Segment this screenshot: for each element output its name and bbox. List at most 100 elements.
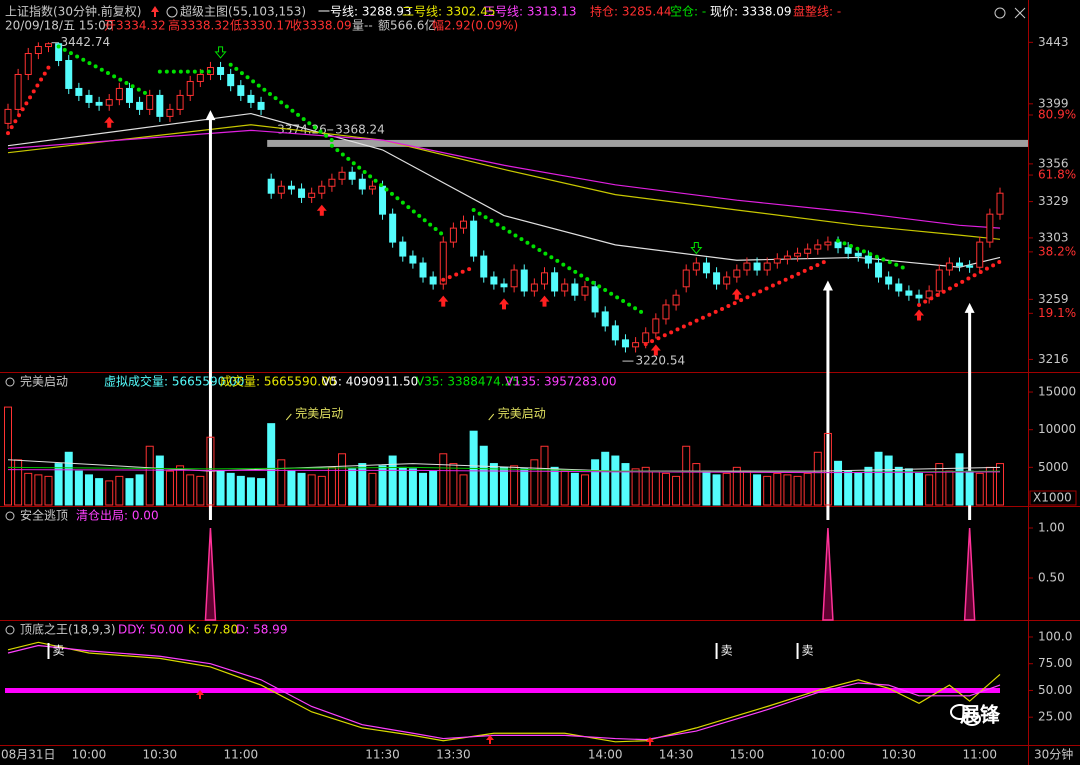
candle-body bbox=[419, 262, 427, 278]
candle-body bbox=[885, 276, 893, 285]
kdj-line bbox=[7, 644, 1001, 741]
buy-arrow bbox=[316, 204, 327, 216]
x-tick-label: 10:00 bbox=[811, 748, 846, 762]
window-buttons[interactable] bbox=[994, 7, 1026, 19]
y-tick-label: 10000 bbox=[1038, 422, 1076, 436]
candle-body bbox=[733, 269, 741, 278]
volume-bar bbox=[742, 470, 751, 506]
volume-bar bbox=[125, 478, 134, 506]
exit-spike bbox=[822, 527, 834, 621]
header-item: 高3338.32 bbox=[168, 18, 230, 33]
header-item: V35: 3388474.25 bbox=[416, 375, 520, 389]
candle-body bbox=[875, 262, 883, 278]
low-label: 3220.54 bbox=[635, 354, 685, 368]
volume-bar bbox=[419, 472, 428, 506]
kdj-line bbox=[7, 641, 1001, 743]
candle-body bbox=[601, 311, 609, 327]
candle-body bbox=[460, 220, 468, 229]
candle-body bbox=[136, 101, 144, 110]
candle-body bbox=[186, 80, 194, 96]
volume-bar bbox=[854, 472, 863, 506]
volume-bar bbox=[955, 453, 964, 506]
kdj-buy-arrow bbox=[486, 735, 494, 744]
candle-body bbox=[652, 318, 660, 334]
header-item: 成交量: 5665590.00 bbox=[220, 374, 336, 389]
candle-body bbox=[753, 262, 761, 271]
header-item: 持仓: 3285.44 bbox=[590, 4, 671, 19]
header-item: DDY: 50.00 bbox=[118, 623, 184, 637]
candle-body bbox=[723, 276, 731, 285]
sell-label: 卖 bbox=[52, 644, 64, 658]
candle-body bbox=[95, 101, 103, 106]
candle-body bbox=[966, 265, 974, 268]
candle-body bbox=[449, 227, 457, 243]
volume-bar bbox=[732, 466, 741, 506]
x-tick-label: 11:00 bbox=[224, 748, 259, 762]
kdj-title: 顶底之王(18,9,3) bbox=[20, 622, 116, 637]
candle-body bbox=[399, 241, 407, 257]
y-tick-label: 3303 bbox=[1038, 230, 1069, 244]
volume-bar bbox=[368, 472, 377, 506]
volume-bar bbox=[864, 466, 873, 506]
volume-bar bbox=[591, 459, 600, 506]
candle-body bbox=[237, 85, 245, 96]
volume-bar bbox=[510, 465, 519, 506]
candle-body bbox=[44, 43, 52, 48]
candle-body bbox=[115, 87, 123, 101]
volume-bar bbox=[965, 470, 974, 506]
sell-arrow bbox=[690, 241, 703, 255]
volume-bar bbox=[226, 472, 235, 506]
header-item: 盘整线: - bbox=[793, 4, 841, 19]
candle-body bbox=[176, 94, 184, 110]
y-tick-label: 38.2% bbox=[1038, 244, 1076, 258]
candle-body bbox=[794, 252, 802, 257]
candle-body bbox=[804, 248, 812, 254]
candle-body bbox=[429, 276, 437, 285]
volume-bar bbox=[894, 466, 903, 506]
candle-body bbox=[55, 43, 63, 62]
header-item: 二号线: 3302.45 bbox=[402, 5, 495, 19]
header-item: 清仓出局: 0.00 bbox=[76, 509, 159, 523]
y-tick-label: 3399 bbox=[1038, 96, 1069, 110]
header-item: K: 67.80 bbox=[188, 623, 238, 637]
volume-annotation: 完美启动 bbox=[498, 406, 546, 421]
volume-bar bbox=[277, 459, 286, 506]
volume-bar bbox=[702, 470, 711, 506]
volume-bar bbox=[884, 455, 893, 506]
volume-bar bbox=[540, 445, 549, 506]
candle-body bbox=[530, 283, 538, 292]
volume-bar bbox=[165, 470, 174, 506]
volume-bar bbox=[753, 474, 762, 506]
y-tick-label: 3356 bbox=[1038, 156, 1069, 170]
volume-bar bbox=[834, 460, 843, 506]
candle-body bbox=[692, 262, 700, 271]
volume-bar bbox=[479, 445, 488, 506]
header-item: 上证指数(30分钟.前复权) bbox=[5, 4, 141, 19]
volume-bar bbox=[95, 478, 104, 506]
volume-icon bbox=[5, 377, 15, 387]
sar-dots bbox=[471, 207, 648, 317]
volume-bar bbox=[641, 466, 650, 506]
candle-body bbox=[328, 178, 336, 187]
x-tick-label: 15:00 bbox=[730, 748, 765, 762]
volume-bar bbox=[4, 406, 12, 506]
volume-bar bbox=[844, 470, 853, 506]
candle-body bbox=[682, 269, 690, 288]
volume-bar bbox=[783, 474, 792, 506]
sell-label: 卖 bbox=[802, 644, 814, 658]
header-arrow bbox=[151, 6, 159, 17]
header-item: 收3338.09 bbox=[290, 19, 352, 33]
x-tick-label: 13:30 bbox=[436, 748, 471, 762]
volume-bar bbox=[975, 472, 984, 506]
buy-arrow bbox=[914, 309, 925, 321]
x-tick-label: 11:30 bbox=[365, 748, 400, 762]
unit-box bbox=[1029, 490, 1077, 506]
candle-body bbox=[621, 339, 629, 348]
volume-bar bbox=[439, 453, 448, 506]
candle-body bbox=[490, 276, 498, 285]
volume-bar bbox=[297, 472, 306, 506]
volume-bar bbox=[915, 472, 924, 506]
y-tick-label: 15000 bbox=[1038, 385, 1076, 399]
volume-bar bbox=[429, 470, 438, 506]
